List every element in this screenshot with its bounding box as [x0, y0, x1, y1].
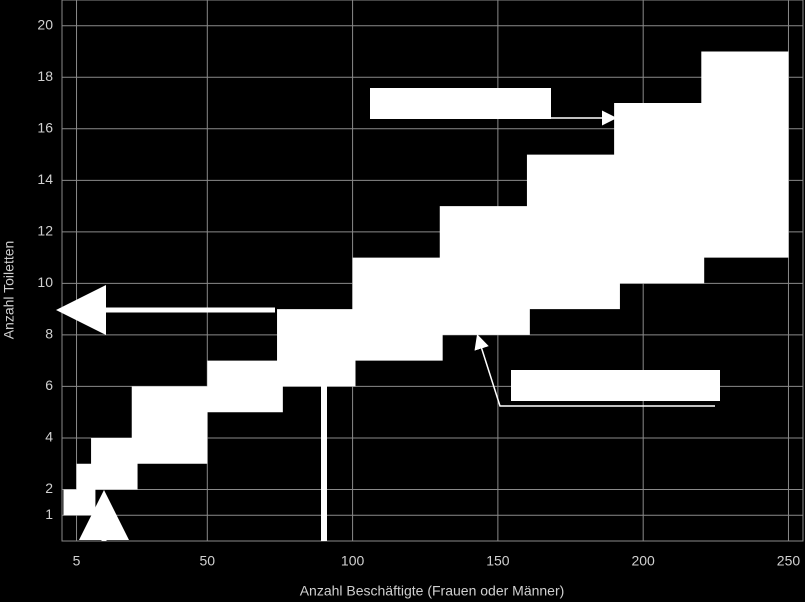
marks [63, 51, 789, 516]
y-tick-label: 16 [37, 120, 53, 136]
callout-box [511, 370, 720, 401]
x-axis-label: Anzahl Beschäftigte (Frauen oder Männer) [300, 583, 565, 599]
x-tick-label: 50 [200, 553, 216, 569]
y-tick-label: 6 [45, 377, 53, 393]
y-tick-label: 14 [37, 171, 53, 187]
x-tick-label: 250 [777, 553, 801, 569]
y-tick-label: 18 [37, 68, 53, 84]
y-tick-label: 4 [45, 429, 53, 445]
y-tick-label: 12 [37, 223, 53, 239]
callout-box [370, 88, 551, 119]
x-tick-label: 150 [486, 553, 510, 569]
x-tick-label: 200 [631, 553, 655, 569]
y-tick-label: 8 [45, 326, 53, 342]
y-tick-label: 10 [37, 274, 53, 290]
annotations [56, 88, 720, 541]
x-tick-label: 100 [341, 553, 365, 569]
x-tick-label: 5 [73, 553, 81, 569]
toilet-band [63, 51, 789, 516]
y-tick-label: 2 [45, 480, 53, 496]
y-tick-label: 1 [45, 506, 53, 522]
marker-bar [321, 385, 327, 541]
y-axis-label: Anzahl Toiletten [1, 241, 17, 340]
callout-arrow [474, 334, 715, 407]
y-tick-label: 20 [37, 16, 53, 32]
